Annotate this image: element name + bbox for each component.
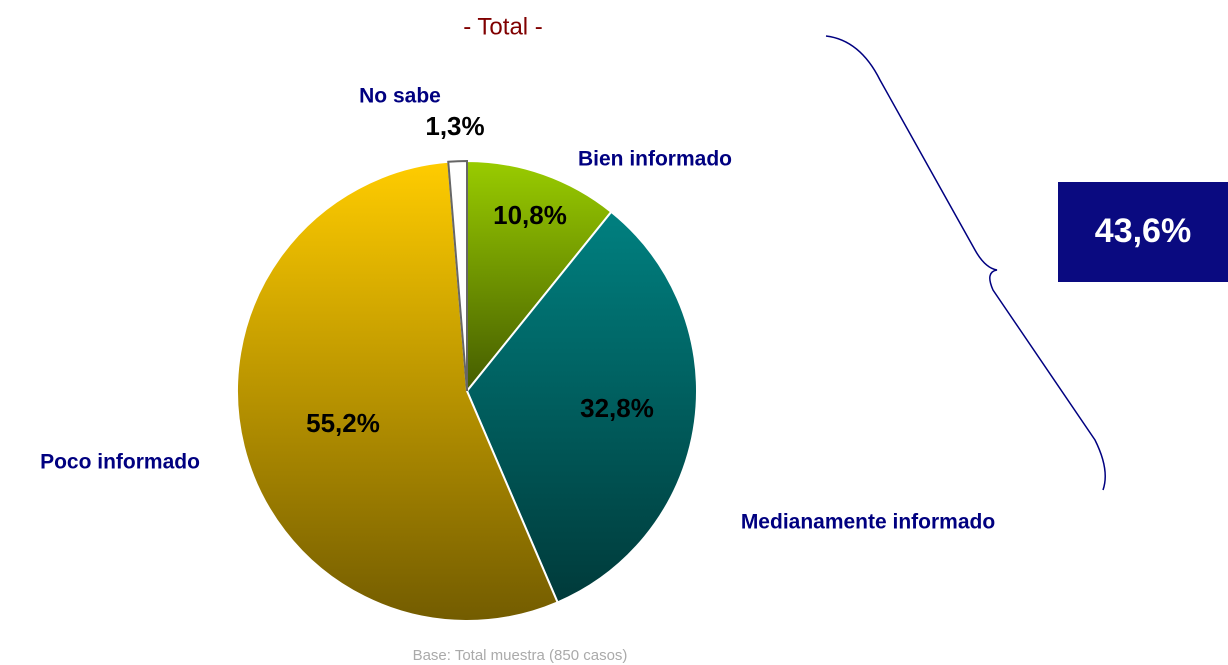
pie-slice <box>447 159 468 392</box>
brace <box>825 35 1106 491</box>
value-label: 1,3% <box>425 111 484 141</box>
annotation-box <box>1058 182 1228 282</box>
category-label: Poco informado <box>40 451 200 474</box>
annotation: 43,6% <box>1095 212 1191 250</box>
footnote: Base: Total muestra (850 casos) <box>413 647 628 664</box>
chart-title: - Total - <box>463 13 543 40</box>
category-label: No sabe <box>359 85 441 108</box>
value-label: 10,8% <box>493 200 567 230</box>
pie-slice <box>236 160 559 622</box>
pie-slice <box>465 210 698 604</box>
category-label: Medianamente informado <box>741 511 995 534</box>
value-label: 55,2% <box>306 408 380 438</box>
value-label: 32,8% <box>580 393 654 423</box>
pie-slice <box>466 159 613 394</box>
category-label: Bien informado <box>578 148 732 171</box>
